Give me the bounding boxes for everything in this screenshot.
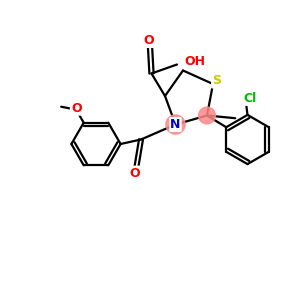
Text: Cl: Cl	[244, 92, 257, 105]
Text: S: S	[212, 74, 221, 88]
Circle shape	[199, 107, 215, 124]
Circle shape	[166, 115, 185, 134]
Text: O: O	[130, 167, 140, 180]
Text: N: N	[170, 118, 181, 131]
Text: O: O	[71, 102, 82, 115]
Text: O: O	[143, 34, 154, 47]
Text: OH: OH	[184, 55, 206, 68]
